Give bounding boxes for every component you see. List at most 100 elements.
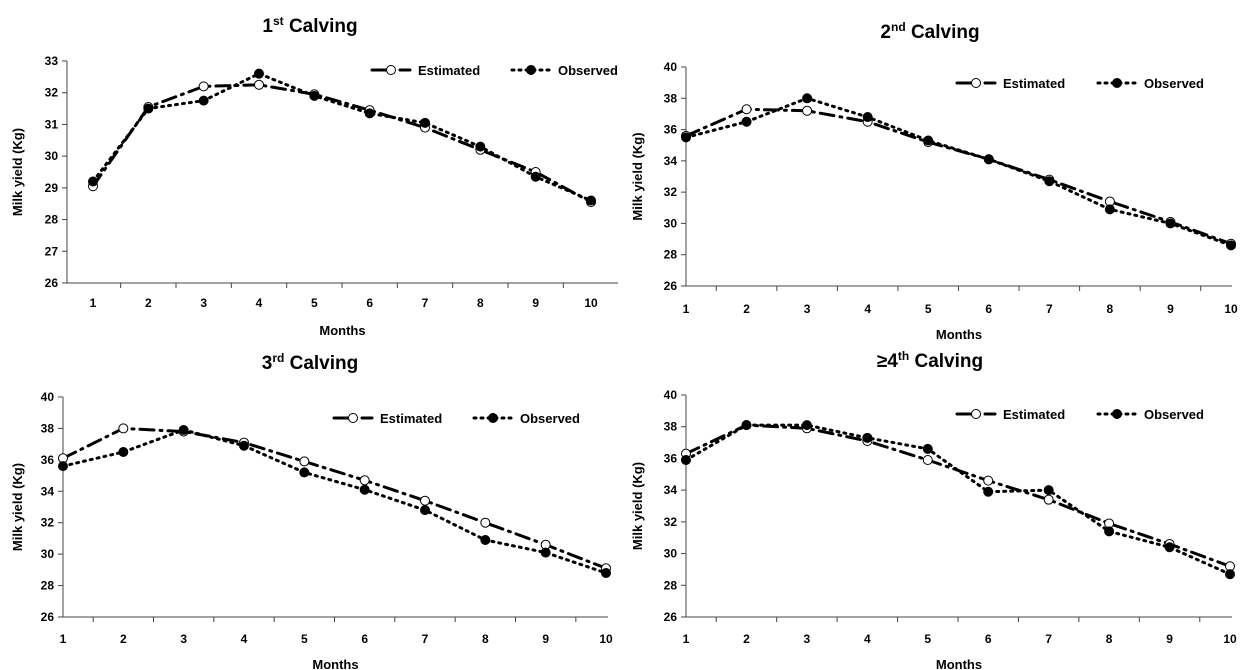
y-tick-label: 38 xyxy=(41,421,55,435)
y-tick-label: 36 xyxy=(664,451,678,465)
legend-label-observed: Observed xyxy=(1144,76,1204,91)
series-line-estimated xyxy=(61,426,608,570)
y-tick-label: 30 xyxy=(664,547,678,561)
x-tick-label: 5 xyxy=(311,296,318,310)
y-tick-label: 28 xyxy=(664,578,678,592)
data-point-observed xyxy=(862,112,873,123)
x-tick-label: 5 xyxy=(924,632,931,646)
series-line-observed xyxy=(61,428,608,575)
y-tick-label: 40 xyxy=(664,388,678,402)
data-point-observed xyxy=(475,141,486,152)
y-tick-label: 34 xyxy=(664,483,678,497)
data-point-observed xyxy=(359,484,370,495)
x-tick-label: 4 xyxy=(256,296,263,310)
y-tick-label: 28 xyxy=(664,248,678,262)
y-tick-label: 30 xyxy=(664,216,678,230)
data-point-observed xyxy=(364,108,375,119)
legend-marker-observed xyxy=(1112,78,1122,88)
series-line-observed xyxy=(684,423,1232,576)
legend-marker-observed xyxy=(1112,409,1122,419)
x-tick-label: 3 xyxy=(804,632,811,646)
y-tick-label: 26 xyxy=(41,610,55,624)
y-tick-label: 26 xyxy=(664,279,678,293)
chart-1st-calving: 1st Calving 26 27 28 29 30 31 32 33 1 2 3 4 5 6 7 8 9 10 Mo… xyxy=(10,14,618,338)
x-tick-label: 5 xyxy=(925,302,932,316)
x-axis-label: Months xyxy=(312,657,358,670)
legend-marker-estimated xyxy=(348,413,358,423)
data-point-estimated xyxy=(741,104,752,115)
y-axis-label: Milk yield (Kg) xyxy=(630,462,645,550)
data-point-estimated xyxy=(254,79,264,90)
data-point-estimated xyxy=(420,495,430,506)
y-axis-label: Milk yield (Kg) xyxy=(630,132,645,220)
x-tick-label: 3 xyxy=(200,296,207,310)
x-tick-label: 7 xyxy=(422,296,429,310)
legend-label-observed: Observed xyxy=(1144,407,1204,422)
y-tick-label: 38 xyxy=(664,420,678,434)
data-point-observed xyxy=(983,154,994,165)
x-tick-label: 6 xyxy=(361,632,368,646)
x-tick-label: 4 xyxy=(241,632,248,646)
data-point-observed xyxy=(143,103,154,114)
y-axis-label: Milk yield (Kg) xyxy=(10,463,25,551)
data-point-observed xyxy=(1226,240,1236,251)
data-point-observed xyxy=(923,135,934,146)
data-point-observed xyxy=(586,195,596,206)
data-point-observed xyxy=(530,171,541,182)
y-tick-label: 32 xyxy=(664,515,678,529)
x-tick-label: 9 xyxy=(532,296,539,310)
data-point-observed xyxy=(681,132,691,143)
chart-title: 3rd Calving xyxy=(262,351,358,374)
x-tick-label: 9 xyxy=(542,632,549,646)
y-tick-label: 36 xyxy=(41,453,55,467)
data-point-observed xyxy=(88,176,98,187)
y-tick-label: 34 xyxy=(41,484,55,498)
data-point-observed xyxy=(118,447,129,457)
data-point-observed xyxy=(198,95,209,106)
data-point-observed xyxy=(801,420,812,431)
legend-marker-estimated xyxy=(386,65,396,75)
y-tick-label: 28 xyxy=(41,579,55,593)
data-point-observed xyxy=(741,116,752,127)
data-point-observed xyxy=(540,547,551,558)
x-axis-label: Months xyxy=(936,657,982,670)
legend-label-estimated: Estimated xyxy=(1003,407,1065,422)
data-point-estimated xyxy=(198,81,209,92)
series-line-observed xyxy=(91,72,593,203)
x-tick-label: 4 xyxy=(864,302,871,316)
x-axis-label: Months xyxy=(319,323,365,338)
data-point-observed xyxy=(480,535,491,545)
y-tick-label: 32 xyxy=(45,86,59,100)
chart-panel-3rd-calving: 3rd Calving 26 28 30 32 34 36 38 40 1 2 3 4 5 6 7 8 9 10 Mo… xyxy=(0,340,625,670)
data-point-estimated xyxy=(983,475,994,486)
data-point-observed xyxy=(178,425,189,435)
data-point-estimated xyxy=(1043,494,1054,505)
data-point-estimated xyxy=(480,517,491,528)
x-tick-label: 8 xyxy=(477,296,484,310)
y-tick-label: 40 xyxy=(664,60,678,74)
chart-title: 2nd Calving xyxy=(880,20,979,43)
chart-title: 1st Calving xyxy=(262,14,357,37)
data-point-observed xyxy=(862,432,873,443)
data-point-observed xyxy=(741,420,752,431)
x-tick-label: 7 xyxy=(1046,302,1053,316)
data-point-estimated xyxy=(299,456,310,467)
x-tick-label: 10 xyxy=(1224,302,1238,316)
x-tick-label: 3 xyxy=(180,632,187,646)
x-tick-label: 8 xyxy=(1107,302,1114,316)
x-tick-label: 10 xyxy=(599,632,613,646)
data-point-observed xyxy=(58,461,68,472)
legend-marker-observed xyxy=(488,413,498,423)
data-point-observed xyxy=(254,68,264,79)
chart-panel-1st-calving: 1st Calving 26 27 28 29 30 31 32 33 1 2 3 4 5 6 7 8 9 10 Mo… xyxy=(0,0,630,345)
data-point-observed xyxy=(681,455,691,466)
data-point-observed xyxy=(239,440,249,451)
x-tick-label: 10 xyxy=(1223,632,1237,646)
x-tick-label: 2 xyxy=(120,632,127,646)
x-tick-label: 1 xyxy=(683,632,690,646)
legend-marker-estimated xyxy=(971,409,981,419)
y-tick-label: 32 xyxy=(41,516,55,530)
data-point-observed xyxy=(1225,569,1235,580)
